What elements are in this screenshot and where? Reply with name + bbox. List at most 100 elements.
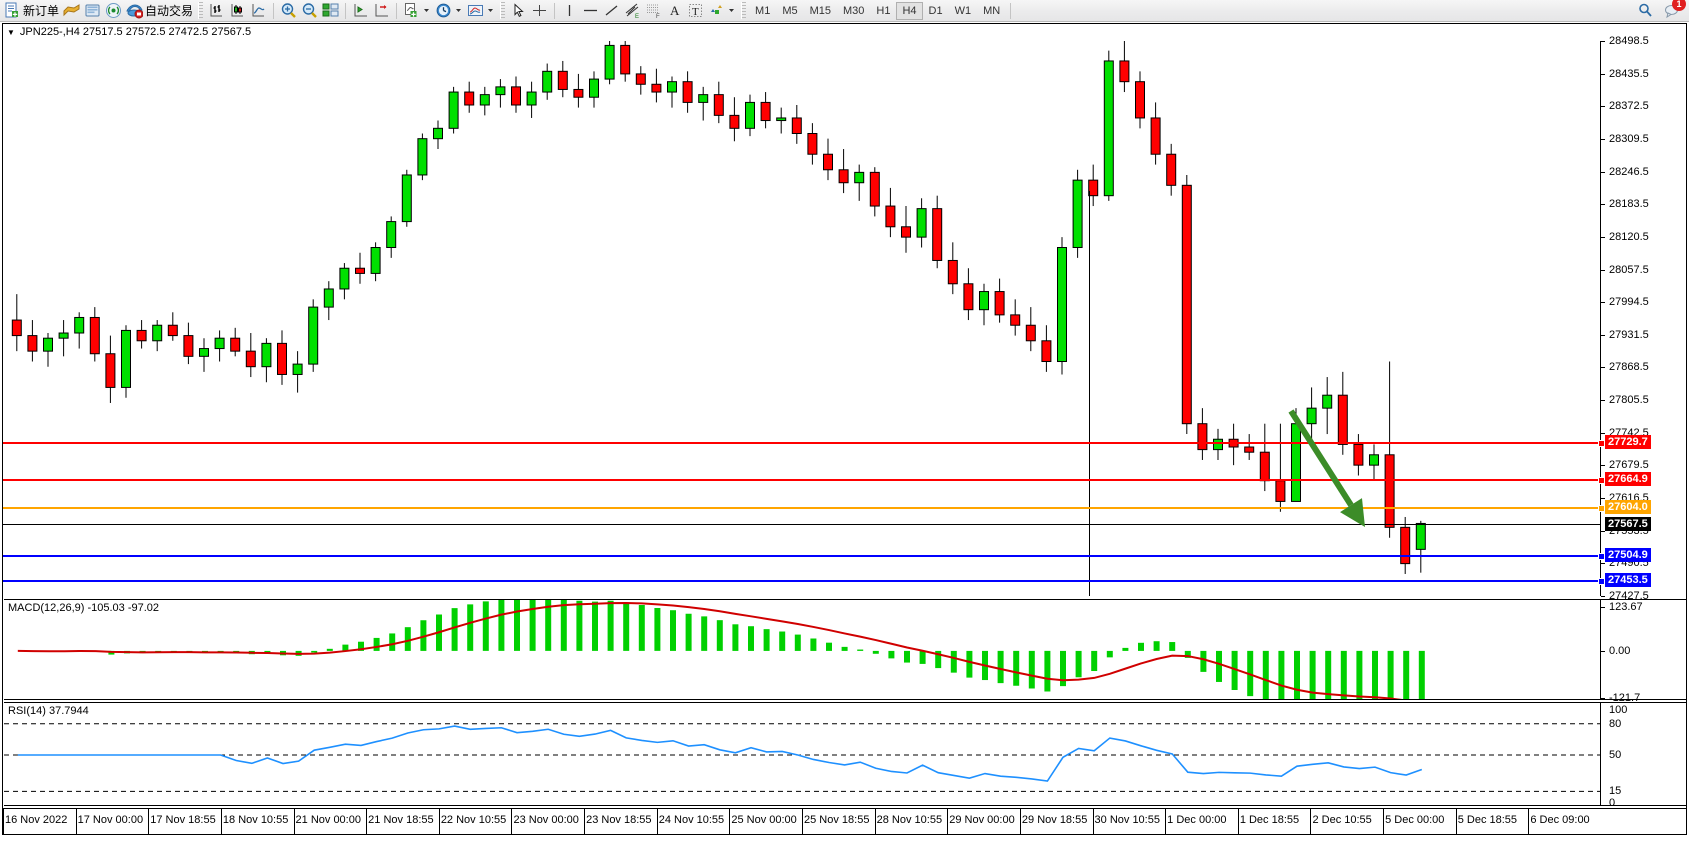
signals-button[interactable] <box>103 1 124 21</box>
time-tick-label: 1 Dec 18:55 <box>1239 814 1300 826</box>
new-order-label: 新订单 <box>23 3 60 18</box>
macd-plot-area[interactable] <box>4 600 1601 699</box>
macd-tick-label: 0.00 <box>1609 644 1631 657</box>
bar-chart-button[interactable] <box>206 1 227 21</box>
zoom-in-button[interactable] <box>278 1 299 21</box>
time-tick-label: 17 Nov 00:00 <box>77 814 144 826</box>
symbol-bar: ▼ JPN225-,H4 27517.5 27572.5 27472.5 275… <box>3 24 1686 40</box>
price-plot-area[interactable] <box>3 41 1601 596</box>
price-tag-support-1: 27504.9 <box>1605 548 1651 562</box>
price-tick-label: 27994.5 <box>1609 296 1649 309</box>
rsi-series <box>4 723 1601 792</box>
chart-shift-icon <box>352 2 369 19</box>
time-tick-label: 21 Nov 00:00 <box>295 814 361 826</box>
price-tick-label: 28498.5 <box>1609 35 1649 47</box>
auto-scroll-button[interactable] <box>371 1 392 21</box>
rsi-axis-labels: 100 80 50 15 0 <box>1601 703 1686 809</box>
price-tick-mark <box>1601 563 1605 565</box>
price-tick-mark <box>1601 498 1605 500</box>
time-tick-label: 2 Dec 10:55 <box>1312 814 1372 826</box>
candlestick-chart-button[interactable] <box>227 1 248 21</box>
fibonacci-button[interactable]: F <box>643 1 664 21</box>
timeframe-h4[interactable]: H4 <box>896 1 923 20</box>
time-tick-mark <box>584 809 586 835</box>
charts-button[interactable] <box>61 1 82 21</box>
price-tick-mark <box>1601 236 1605 238</box>
price-axis-line <box>1600 41 1601 596</box>
indicators-button[interactable] <box>401 1 433 21</box>
trendline-button[interactable] <box>601 1 622 21</box>
timeframe-m15[interactable]: M15 <box>809 4 831 17</box>
price-tag-resistance-1: 27729.7 <box>1605 435 1651 449</box>
crosshair-button[interactable] <box>529 1 550 21</box>
chart-shift-button[interactable] <box>350 1 371 21</box>
period-button[interactable] <box>433 1 465 21</box>
auto-trading-icon <box>126 2 144 19</box>
equidistant-channel-button[interactable]: E <box>622 1 643 21</box>
price-tick-mark <box>1601 400 1605 402</box>
chevron-down-icon[interactable] <box>454 2 463 19</box>
chevron-down-icon[interactable] <box>727 2 736 19</box>
time-tick-label: 28 Nov 10:55 <box>876 814 943 826</box>
templates-icon <box>467 2 484 19</box>
price-tick-mark <box>1601 302 1605 304</box>
timeframe-d1[interactable]: D1 <box>928 4 943 17</box>
text-label-button[interactable]: T <box>685 1 706 21</box>
chevron-down-icon[interactable] <box>486 2 495 19</box>
new-order-icon <box>4 2 21 19</box>
terminal-button[interactable] <box>82 1 103 21</box>
chevron-down-icon[interactable] <box>422 2 431 19</box>
time-tick-mark <box>1019 809 1021 835</box>
horizontal-line-button[interactable] <box>580 1 601 21</box>
macd-series <box>17 600 1425 699</box>
new-order-button[interactable]: 新订单 <box>2 1 61 21</box>
price-tag-current-price: 27567.5 <box>1605 517 1651 531</box>
toolbar-grip-1[interactable] <box>198 2 204 19</box>
timeframe-m5[interactable]: M5 <box>782 4 798 17</box>
time-tick-label: 1 Dec 00:00 <box>1167 814 1227 826</box>
timeframe-w1[interactable]: W1 <box>954 4 972 17</box>
equidistant-channel-icon: E <box>624 2 641 19</box>
chart-window: ▼ JPN225-,H4 27517.5 27572.5 27472.5 275… <box>2 23 1687 835</box>
time-tick-label: 24 Nov 10:55 <box>658 814 725 826</box>
macd-axis-line <box>1600 600 1601 699</box>
price-pane: 28498.5 28435.5 28372.5 28309.5 28246.5 28183… <box>3 35 1686 602</box>
timeframe-h1[interactable]: H1 <box>876 4 891 17</box>
timeframe-m30[interactable]: M30 <box>843 4 865 17</box>
time-tick-mark <box>947 809 949 835</box>
zoom-out-button[interactable] <box>299 1 320 21</box>
cursor-button[interactable] <box>508 1 529 21</box>
toolbar-separator-1 <box>273 2 275 19</box>
timeframe-m1[interactable]: M1 <box>755 4 771 17</box>
notifications-button[interactable]: 1 <box>1662 0 1686 21</box>
candlestick-series <box>11 41 1426 574</box>
rsi-plot-area[interactable] <box>4 703 1601 805</box>
symbol-info-text: JPN225-,H4 27517.5 27572.5 27472.5 27567… <box>19 26 252 38</box>
price-tick-label: 28183.5 <box>1609 198 1649 211</box>
shapes-button[interactable] <box>706 1 738 21</box>
time-tick-mark <box>366 809 368 835</box>
price-tick-label: 27868.5 <box>1609 361 1649 374</box>
price-tick-label: 28057.5 <box>1609 263 1649 276</box>
text-button[interactable]: A <box>664 1 685 21</box>
rsi-tick-label: 50 <box>1609 749 1622 761</box>
window-tile-button[interactable] <box>320 1 341 21</box>
line-chart-button[interactable] <box>248 1 269 21</box>
toolbar-grip-3[interactable] <box>741 2 747 19</box>
auto-trading-button[interactable]: 自动交易 <box>124 1 195 21</box>
svg-text:F: F <box>656 14 660 19</box>
time-tick-label: 30 Nov 10:55 <box>1094 814 1160 826</box>
collapse-icon[interactable]: ▼ <box>7 27 15 37</box>
toolbar-separator-5 <box>1010 2 1012 19</box>
timeframe-mn[interactable]: MN <box>983 4 1001 17</box>
shapes-icon <box>708 2 725 19</box>
toolbar-grip-2[interactable] <box>500 2 506 19</box>
zoom-in-icon <box>280 2 297 19</box>
vertical-line-button[interactable] <box>559 1 580 21</box>
search-button[interactable] <box>1635 1 1656 21</box>
time-tick-mark <box>802 809 803 835</box>
templates-button[interactable] <box>465 1 497 21</box>
time-tick-label: 18 Nov 10:55 <box>222 814 289 826</box>
time-tick-mark <box>220 809 222 835</box>
time-tick-label: 5 Dec 00:00 <box>1385 814 1445 826</box>
